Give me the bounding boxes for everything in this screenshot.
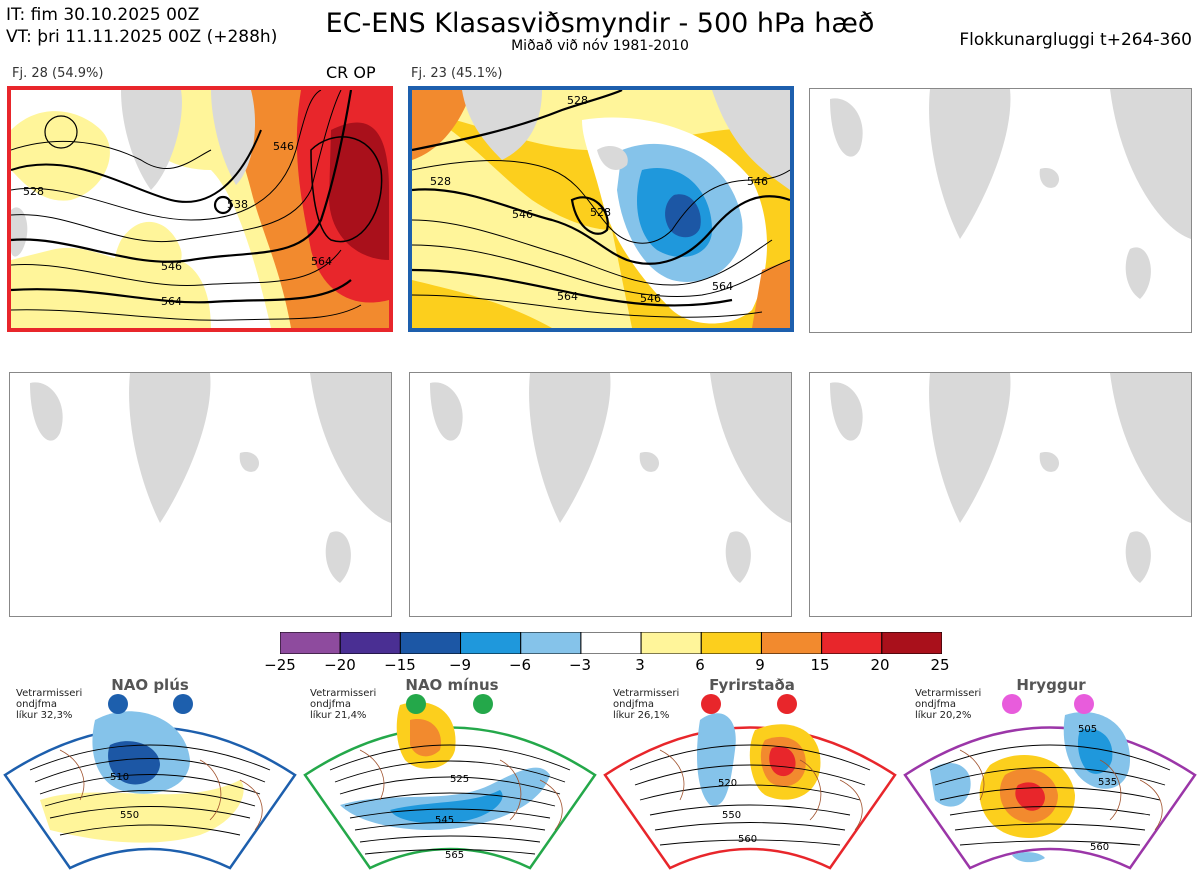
colorbar-swatch bbox=[339, 631, 401, 655]
regime-map-nao-minus[interactable]: 525 545 565 bbox=[300, 690, 600, 870]
empty-map-5 bbox=[409, 372, 792, 617]
regime-title-blocking: Fyrirstaða bbox=[709, 676, 795, 694]
regime-marker bbox=[406, 694, 426, 714]
colorbar-swatch bbox=[399, 631, 462, 655]
regime-note-nao-minus: Vetrarmisseri ondjfma líkur 21,4% bbox=[310, 688, 377, 721]
colorbar-swatch bbox=[640, 631, 702, 655]
colorbar-tick: 25 bbox=[930, 656, 950, 674]
colorbar-swatch bbox=[821, 631, 883, 655]
contour-label: 546 bbox=[161, 260, 182, 273]
empty-map-3 bbox=[809, 88, 1192, 333]
contour-label: 564 bbox=[161, 295, 182, 308]
regime-row: NAO plús Vetrarmisseri ondjfma líkur 32,3%… bbox=[0, 676, 1200, 871]
panel-2-label: Fj. 23 (45.1%) bbox=[411, 66, 503, 81]
colorbar bbox=[279, 631, 943, 655]
contour-label: 546 bbox=[512, 208, 533, 221]
colorbar-tick: −6 bbox=[508, 656, 532, 674]
contour-label: 528 bbox=[23, 185, 44, 198]
regime-title-nao-plus: NAO plús bbox=[111, 676, 189, 694]
colorbar-tick: −20 bbox=[324, 656, 356, 674]
contour-label: 564 bbox=[712, 280, 733, 293]
colorbar-ticks: −25 −20 −15 −9 −6 −3 3 6 9 15 20 25 bbox=[260, 656, 962, 676]
colorbar-swatch bbox=[760, 631, 823, 655]
contour-label: 546 bbox=[640, 292, 661, 305]
contour-label: 546 bbox=[273, 140, 294, 153]
regime-contour-label: 510 bbox=[110, 772, 129, 783]
regime-marker bbox=[777, 694, 797, 714]
colorbar-tick: 15 bbox=[810, 656, 830, 674]
panel-1-tag: CR OP bbox=[326, 63, 376, 82]
contour-label: 564 bbox=[311, 255, 332, 268]
colorbar-tick: −9 bbox=[448, 656, 472, 674]
contour-label: 564 bbox=[557, 290, 578, 303]
regime-marker bbox=[1002, 694, 1022, 714]
cluster-map-1[interactable]: 528 538 546 546 564 564 bbox=[7, 86, 393, 332]
contour-label: 546 bbox=[747, 175, 768, 188]
contour-label: 528 bbox=[590, 206, 611, 219]
regime-map-nao-plus[interactable]: 510 550 bbox=[0, 690, 300, 870]
regime-note-nao-plus: Vetrarmisseri ondjfma líkur 32,3% bbox=[16, 688, 83, 721]
page-title: EC-ENS Klasasviðsmyndir - 500 hPa hæð bbox=[325, 8, 875, 39]
regime-map-blocking[interactable]: 520 550 560 bbox=[600, 690, 900, 870]
regime-contour-label: 520 bbox=[718, 778, 737, 789]
colorbar-tick: 20 bbox=[870, 656, 890, 674]
cluster-map-2[interactable]: 528 528 528 546 546 546 564 564 bbox=[408, 86, 794, 332]
regime-contour-label: 550 bbox=[120, 810, 139, 821]
colorbar-swatch bbox=[881, 631, 943, 655]
colorbar-swatch bbox=[520, 631, 582, 655]
contour-label: 528 bbox=[567, 94, 588, 107]
regime-contour-label: 525 bbox=[450, 774, 469, 785]
empty-map-4 bbox=[9, 372, 392, 617]
colorbar-swatch bbox=[279, 631, 341, 655]
regime-marker bbox=[108, 694, 128, 714]
regime-title-ridge: Hryggur bbox=[1016, 676, 1086, 694]
regime-title-nao-minus: NAO mínus bbox=[405, 676, 499, 694]
regime-contour-label: 560 bbox=[1090, 842, 1109, 853]
panel-1-label: Fj. 28 (54.9%) bbox=[12, 66, 104, 81]
page-subtitle: Miðað við nóv 1981-2010 bbox=[511, 38, 689, 54]
colorbar-tick: −3 bbox=[568, 656, 592, 674]
regime-map-ridge[interactable]: 505 535 560 bbox=[900, 690, 1200, 870]
contour-label: 538 bbox=[227, 198, 248, 211]
regime-marker bbox=[1074, 694, 1094, 714]
regime-contour-label: 505 bbox=[1078, 724, 1097, 735]
colorbar-tick: 6 bbox=[695, 656, 705, 674]
regime-note-ridge: Vetrarmisseri ondjfma líkur 20,2% bbox=[915, 688, 982, 721]
empty-map-6 bbox=[809, 372, 1192, 617]
regime-contour-label: 545 bbox=[435, 815, 454, 826]
colorbar-tick: −25 bbox=[264, 656, 296, 674]
colorbar-swatch bbox=[580, 631, 642, 655]
regime-marker bbox=[701, 694, 721, 714]
regime-marker bbox=[173, 694, 193, 714]
colorbar-swatches bbox=[279, 631, 943, 655]
classification-window: Flokkunargluggi t+264-360 bbox=[959, 30, 1192, 50]
colorbar-swatch bbox=[700, 631, 762, 655]
initial-time: IT: fim 30.10.2025 00Z bbox=[6, 5, 200, 25]
regime-note-blocking: Vetrarmisseri ondjfma líkur 26,1% bbox=[613, 688, 680, 721]
regime-contour-label: 560 bbox=[738, 834, 757, 845]
header-run-info: IT: fim 30.10.2025 00Z VT: þri 11.11.202… bbox=[6, 4, 277, 48]
contour-label: 528 bbox=[430, 175, 451, 188]
regime-marker bbox=[473, 694, 493, 714]
colorbar-tick: −15 bbox=[384, 656, 416, 674]
regime-contour-label: 535 bbox=[1098, 777, 1117, 788]
valid-time: VT: þri 11.11.2025 00Z (+288h) bbox=[6, 27, 278, 47]
regime-contour-label: 565 bbox=[445, 850, 464, 861]
colorbar-swatch bbox=[460, 631, 522, 655]
regime-contour-label: 550 bbox=[722, 810, 741, 821]
colorbar-tick: 3 bbox=[635, 656, 645, 674]
colorbar-tick: 9 bbox=[755, 656, 765, 674]
